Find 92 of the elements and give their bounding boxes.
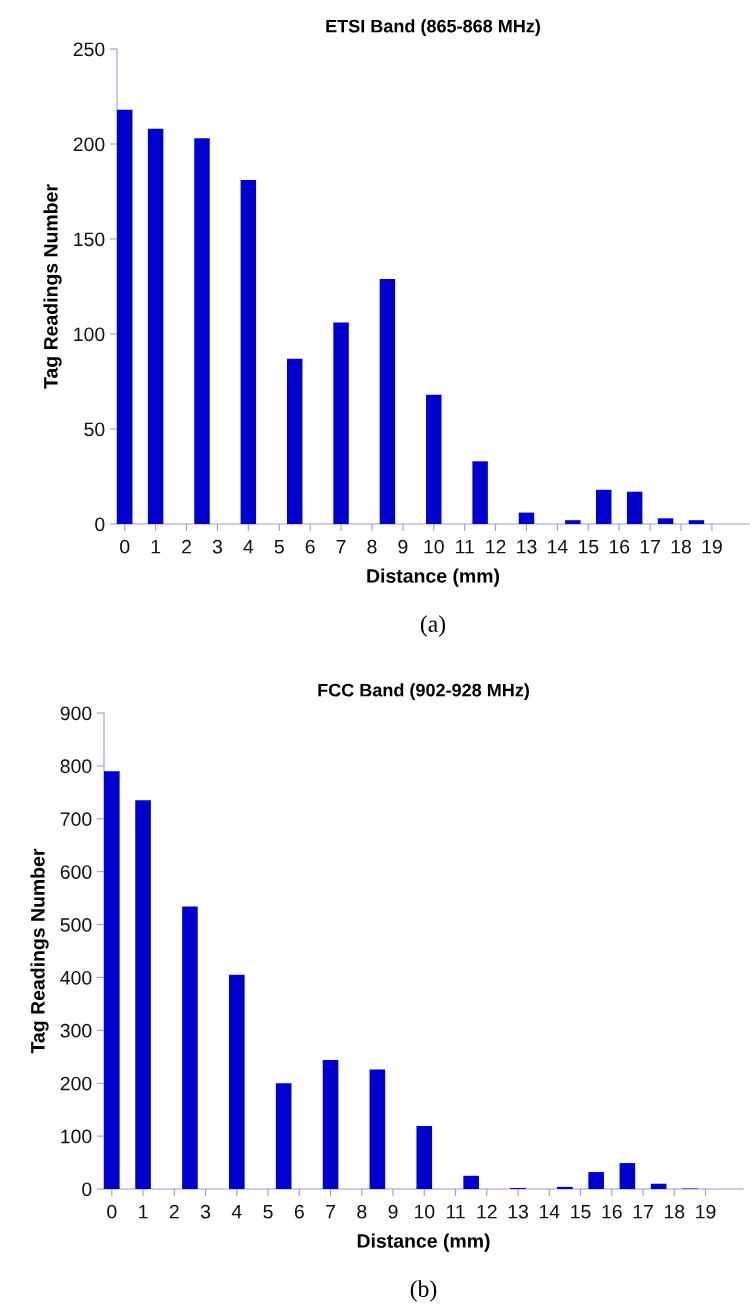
x-tick-label: 2 (182, 539, 191, 554)
x-tick-label: 4 (243, 539, 254, 554)
bar (117, 109, 133, 524)
x-axis-title: Distance (mm) (367, 568, 500, 587)
x-axis-title: Distance (mm) (357, 1233, 490, 1252)
x-tick-label: 12 (477, 1204, 497, 1219)
bar (228, 974, 245, 1189)
bar (194, 138, 210, 524)
y-tick-label: 150 (74, 232, 105, 247)
x-tick-label: 8 (367, 539, 377, 554)
bar (688, 520, 705, 524)
x-tick-label: 9 (398, 539, 408, 554)
bar (565, 520, 581, 524)
x-tick-label: 19 (696, 1204, 716, 1219)
y-tick-label: 100 (74, 327, 105, 342)
y-tick-label: 0 (95, 517, 105, 532)
bar (626, 491, 643, 524)
bar (472, 461, 488, 524)
x-tick-label: 0 (120, 539, 130, 554)
bar (240, 180, 257, 524)
y-tick-label: 600 (60, 865, 92, 879)
x-tick-label: 9 (388, 1204, 398, 1219)
x-tick-label: 14 (548, 539, 568, 554)
x-tick-label: 6 (305, 539, 315, 554)
y-tick-label: 900 (60, 706, 92, 721)
y-tick-label: 50 (84, 422, 105, 437)
x-tick-label: 0 (107, 1204, 117, 1219)
y-tick-label: 700 (60, 812, 92, 827)
bar (588, 1172, 604, 1189)
bar (286, 358, 303, 524)
bar (369, 1069, 386, 1189)
bar (147, 128, 164, 524)
x-tick-label: 16 (609, 539, 630, 554)
bar (657, 518, 674, 524)
bar (426, 394, 442, 524)
bar (322, 1059, 339, 1189)
x-tick-label: 13 (517, 539, 537, 554)
bar (416, 1126, 433, 1189)
bar (379, 278, 396, 524)
y-tick-label: 100 (61, 1129, 92, 1144)
x-tick-label: 6 (294, 1204, 304, 1219)
bar (135, 800, 151, 1189)
bar (619, 1163, 636, 1189)
bar (596, 489, 612, 524)
x-tick-label: 16 (602, 1204, 622, 1219)
bar (104, 771, 120, 1189)
x-tick-label: 14 (539, 1204, 560, 1219)
y-axis-title: Tag Readings Number (43, 184, 62, 389)
x-tick-label: 17 (640, 539, 660, 554)
bar (518, 512, 535, 524)
x-tick-label: 1 (151, 539, 161, 554)
x-tick-label: 15 (571, 1204, 591, 1219)
y-tick-label: 200 (60, 1076, 92, 1091)
x-tick-label: 15 (578, 539, 599, 554)
bar (333, 322, 349, 524)
x-tick-label: 2 (169, 1204, 179, 1219)
x-tick-label: 13 (508, 1204, 528, 1219)
chart-title: FCC Band (902-928 MHz) (318, 683, 529, 701)
y-tick-label: 400 (60, 970, 92, 985)
y-tick-label: 800 (60, 759, 92, 774)
text: (a) (420, 615, 446, 637)
x-tick-label: 4 (231, 1204, 242, 1219)
bar (463, 1175, 479, 1189)
x-tick-label: 8 (357, 1204, 367, 1219)
x-tick-label: 5 (274, 539, 284, 554)
x-tick-label: 10 (424, 539, 444, 554)
bar (557, 1186, 573, 1189)
x-tick-label: 7 (326, 1204, 335, 1219)
y-tick-label: 500 (60, 918, 92, 932)
x-tick-label: 12 (486, 539, 506, 554)
x-tick-label: 3 (200, 1204, 211, 1219)
y-tick-label: 0 (82, 1182, 92, 1197)
y-tick-label: 300 (60, 1023, 92, 1038)
x-tick-label: 1 (139, 1204, 148, 1219)
x-tick-label: 11 (456, 539, 474, 554)
y-tick-label: 250 (73, 42, 105, 57)
bar (650, 1183, 667, 1189)
y-axis-title: Tag Readings Number (30, 848, 49, 1054)
x-tick-label: 3 (212, 539, 222, 554)
bar (275, 1083, 292, 1189)
y-tick-label: 200 (73, 137, 105, 152)
x-tick-label: 7 (336, 539, 346, 554)
x-tick-label: 17 (633, 1204, 653, 1219)
x-tick-label: 5 (263, 1204, 273, 1219)
x-tick-label: 11 (446, 1204, 465, 1219)
x-tick-label: 10 (414, 1204, 435, 1219)
chart-title: ETSI Band (865-868 MHz) (326, 19, 540, 37)
x-tick-label: 19 (702, 539, 722, 554)
text: (b) (410, 1280, 437, 1302)
bar (182, 906, 198, 1189)
x-tick-label: 18 (671, 539, 691, 554)
x-tick-label: 18 (664, 1204, 685, 1219)
